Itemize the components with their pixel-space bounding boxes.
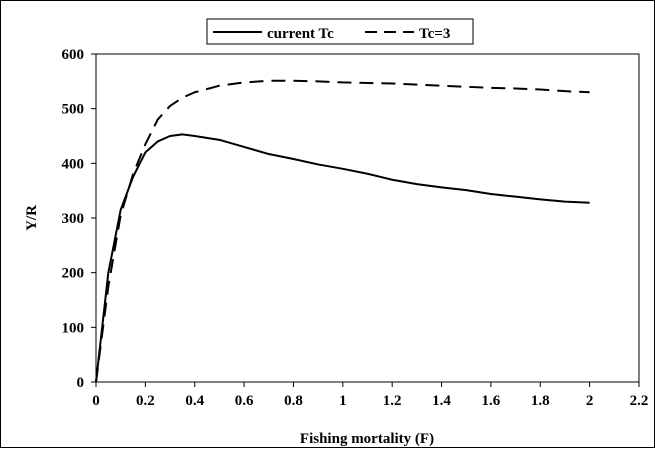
x-tick-label: 2.2 — [630, 393, 649, 409]
legend: current Tc Tc=3 — [206, 18, 474, 45]
x-tick-label: 2 — [586, 393, 594, 409]
y-tick-label: 0 — [77, 375, 85, 391]
y-tick-label: 200 — [62, 266, 85, 282]
series-line-current-tc — [95, 133, 590, 383]
x-tick-label: 0.4 — [185, 393, 204, 409]
x-tick-label: 1.4 — [432, 393, 451, 409]
y-tick-label: 400 — [62, 156, 85, 172]
x-tick-label: 1.2 — [383, 393, 402, 409]
y-tick-label: 300 — [62, 211, 85, 227]
x-tick-label: 0.8 — [284, 393, 303, 409]
legend-box — [206, 18, 474, 45]
legend-label-tc3: Tc=3 — [419, 26, 450, 42]
y-axis: 0 100 200 300 400 500 600 — [62, 47, 96, 391]
y-axis-label: Y/R — [24, 205, 40, 231]
x-tick-label: 0 — [92, 393, 100, 409]
x-axis-label: Fishing mortality (F) — [300, 431, 434, 447]
x-tick-label: 0.6 — [235, 393, 254, 409]
x-tick-label: 0.2 — [136, 393, 155, 409]
series-line-tc3 — [95, 79, 590, 383]
y-tick-label: 100 — [62, 320, 85, 336]
x-axis: 0 0.2 0.4 0.6 0.8 1 1.2 1.4 1.6 1.8 2 2.2 — [92, 382, 648, 409]
x-tick-label: 1.6 — [482, 393, 501, 409]
x-tick-label: 1.8 — [531, 393, 550, 409]
y-tick-label: 600 — [62, 47, 85, 63]
x-tick-label: 1 — [339, 393, 347, 409]
y-tick-label: 500 — [62, 102, 85, 118]
legend-label-current-tc: current Tc — [267, 26, 334, 42]
series-layer — [95, 79, 590, 383]
